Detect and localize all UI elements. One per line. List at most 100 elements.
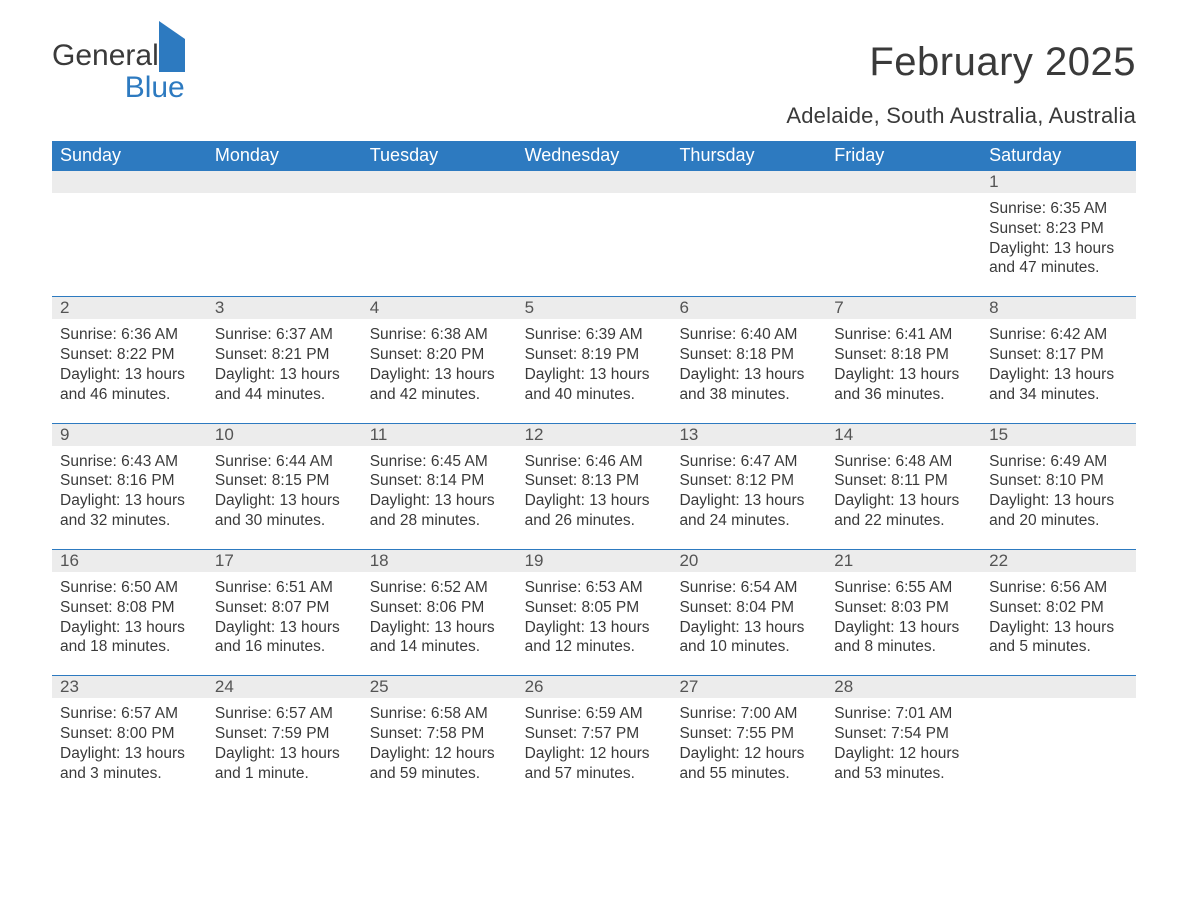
sunset-text: Sunset: 8:08 PM — [60, 598, 199, 618]
daylight-text: Daylight: 13 hours and 14 minutes. — [370, 618, 509, 658]
day-body — [517, 193, 672, 199]
sunrise-text: Sunrise: 6:54 AM — [679, 578, 818, 598]
day-cell: 1Sunrise: 6:35 AMSunset: 8:23 PMDaylight… — [981, 171, 1136, 296]
dayhead-friday: Friday — [826, 141, 981, 171]
sunset-text: Sunset: 8:06 PM — [370, 598, 509, 618]
daylight-text: Daylight: 13 hours and 10 minutes. — [679, 618, 818, 658]
day-body: Sunrise: 6:35 AMSunset: 8:23 PMDaylight:… — [981, 193, 1136, 278]
day-body: Sunrise: 6:47 AMSunset: 8:12 PMDaylight:… — [671, 446, 826, 531]
sunset-text: Sunset: 8:12 PM — [679, 471, 818, 491]
day-cell: 2Sunrise: 6:36 AMSunset: 8:22 PMDaylight… — [52, 297, 207, 422]
daynum-row: 15 — [981, 424, 1136, 446]
daynum-row — [671, 171, 826, 193]
daynum-row: 13 — [671, 424, 826, 446]
logo: General Blue — [52, 40, 185, 103]
day-cell: 27Sunrise: 7:00 AMSunset: 7:55 PMDayligh… — [671, 676, 826, 801]
daynum-row: 18 — [362, 550, 517, 572]
day-body: Sunrise: 6:51 AMSunset: 8:07 PMDaylight:… — [207, 572, 362, 657]
daylight-text: Daylight: 13 hours and 30 minutes. — [215, 491, 354, 531]
daynum-row: 9 — [52, 424, 207, 446]
daynum-row: 26 — [517, 676, 672, 698]
daylight-text: Daylight: 12 hours and 53 minutes. — [834, 744, 973, 784]
daylight-text: Daylight: 13 hours and 32 minutes. — [60, 491, 199, 531]
day-number: 5 — [517, 298, 534, 318]
day-cell: 14Sunrise: 6:48 AMSunset: 8:11 PMDayligh… — [826, 424, 981, 549]
sunset-text: Sunset: 8:03 PM — [834, 598, 973, 618]
week-row: 23Sunrise: 6:57 AMSunset: 8:00 PMDayligh… — [52, 675, 1136, 801]
day-number: 14 — [826, 425, 853, 445]
day-cell: 3Sunrise: 6:37 AMSunset: 8:21 PMDaylight… — [207, 297, 362, 422]
daynum-row: 7 — [826, 297, 981, 319]
sunrise-text: Sunrise: 6:50 AM — [60, 578, 199, 598]
day-body: Sunrise: 6:38 AMSunset: 8:20 PMDaylight:… — [362, 319, 517, 404]
week-row: 9Sunrise: 6:43 AMSunset: 8:16 PMDaylight… — [52, 423, 1136, 549]
dayhead-monday: Monday — [207, 141, 362, 171]
day-number: 26 — [517, 677, 544, 697]
day-number: 21 — [826, 551, 853, 571]
sunset-text: Sunset: 8:10 PM — [989, 471, 1128, 491]
sunset-text: Sunset: 7:54 PM — [834, 724, 973, 744]
day-number: 1 — [981, 172, 998, 192]
day-cell: 10Sunrise: 6:44 AMSunset: 8:15 PMDayligh… — [207, 424, 362, 549]
week-row: 16Sunrise: 6:50 AMSunset: 8:08 PMDayligh… — [52, 549, 1136, 675]
weeks-container: 1Sunrise: 6:35 AMSunset: 8:23 PMDaylight… — [52, 171, 1136, 802]
day-number: 24 — [207, 677, 234, 697]
daylight-text: Daylight: 13 hours and 36 minutes. — [834, 365, 973, 405]
day-number: 20 — [671, 551, 698, 571]
day-number: 28 — [826, 677, 853, 697]
sunrise-text: Sunrise: 7:01 AM — [834, 704, 973, 724]
sunrise-text: Sunrise: 6:35 AM — [989, 199, 1128, 219]
daynum-row: 24 — [207, 676, 362, 698]
sunrise-text: Sunrise: 6:57 AM — [215, 704, 354, 724]
daylight-text: Daylight: 13 hours and 1 minute. — [215, 744, 354, 784]
week-row: 1Sunrise: 6:35 AMSunset: 8:23 PMDaylight… — [52, 171, 1136, 296]
daynum-row: 3 — [207, 297, 362, 319]
daylight-text: Daylight: 13 hours and 18 minutes. — [60, 618, 199, 658]
day-body: Sunrise: 6:45 AMSunset: 8:14 PMDaylight:… — [362, 446, 517, 531]
daynum-row: 5 — [517, 297, 672, 319]
daylight-text: Daylight: 13 hours and 16 minutes. — [215, 618, 354, 658]
day-cell: 19Sunrise: 6:53 AMSunset: 8:05 PMDayligh… — [517, 550, 672, 675]
daynum-row: 2 — [52, 297, 207, 319]
daynum-row: 14 — [826, 424, 981, 446]
sunset-text: Sunset: 8:21 PM — [215, 345, 354, 365]
day-number: 11 — [362, 425, 388, 445]
sunrise-text: Sunrise: 6:43 AM — [60, 452, 199, 472]
day-body: Sunrise: 6:40 AMSunset: 8:18 PMDaylight:… — [671, 319, 826, 404]
daynum-row: 12 — [517, 424, 672, 446]
daynum-row — [52, 171, 207, 193]
dayhead-sunday: Sunday — [52, 141, 207, 171]
day-body: Sunrise: 6:57 AMSunset: 8:00 PMDaylight:… — [52, 698, 207, 783]
day-cell — [52, 171, 207, 296]
dayhead-saturday: Saturday — [981, 141, 1136, 171]
day-body — [207, 193, 362, 199]
day-cell — [207, 171, 362, 296]
day-body: Sunrise: 6:44 AMSunset: 8:15 PMDaylight:… — [207, 446, 362, 531]
sunset-text: Sunset: 8:05 PM — [525, 598, 664, 618]
dayhead-row: Sunday Monday Tuesday Wednesday Thursday… — [52, 141, 1136, 171]
week-row: 2Sunrise: 6:36 AMSunset: 8:22 PMDaylight… — [52, 296, 1136, 422]
day-body: Sunrise: 6:59 AMSunset: 7:57 PMDaylight:… — [517, 698, 672, 783]
daynum-row: 28 — [826, 676, 981, 698]
sunset-text: Sunset: 8:00 PM — [60, 724, 199, 744]
day-number: 27 — [671, 677, 698, 697]
day-cell: 5Sunrise: 6:39 AMSunset: 8:19 PMDaylight… — [517, 297, 672, 422]
sunrise-text: Sunrise: 7:00 AM — [679, 704, 818, 724]
calendar: Sunday Monday Tuesday Wednesday Thursday… — [52, 141, 1136, 802]
sunrise-text: Sunrise: 6:41 AM — [834, 325, 973, 345]
day-cell — [826, 171, 981, 296]
daynum-row: 16 — [52, 550, 207, 572]
day-cell: 13Sunrise: 6:47 AMSunset: 8:12 PMDayligh… — [671, 424, 826, 549]
daynum-row — [207, 171, 362, 193]
sunset-text: Sunset: 8:13 PM — [525, 471, 664, 491]
day-body: Sunrise: 6:57 AMSunset: 7:59 PMDaylight:… — [207, 698, 362, 783]
daylight-text: Daylight: 13 hours and 47 minutes. — [989, 239, 1128, 279]
day-number: 7 — [826, 298, 843, 318]
sunset-text: Sunset: 8:20 PM — [370, 345, 509, 365]
sunrise-text: Sunrise: 6:48 AM — [834, 452, 973, 472]
sunrise-text: Sunrise: 6:39 AM — [525, 325, 664, 345]
daylight-text: Daylight: 13 hours and 28 minutes. — [370, 491, 509, 531]
day-cell — [671, 171, 826, 296]
daylight-text: Daylight: 13 hours and 38 minutes. — [679, 365, 818, 405]
day-number: 18 — [362, 551, 389, 571]
